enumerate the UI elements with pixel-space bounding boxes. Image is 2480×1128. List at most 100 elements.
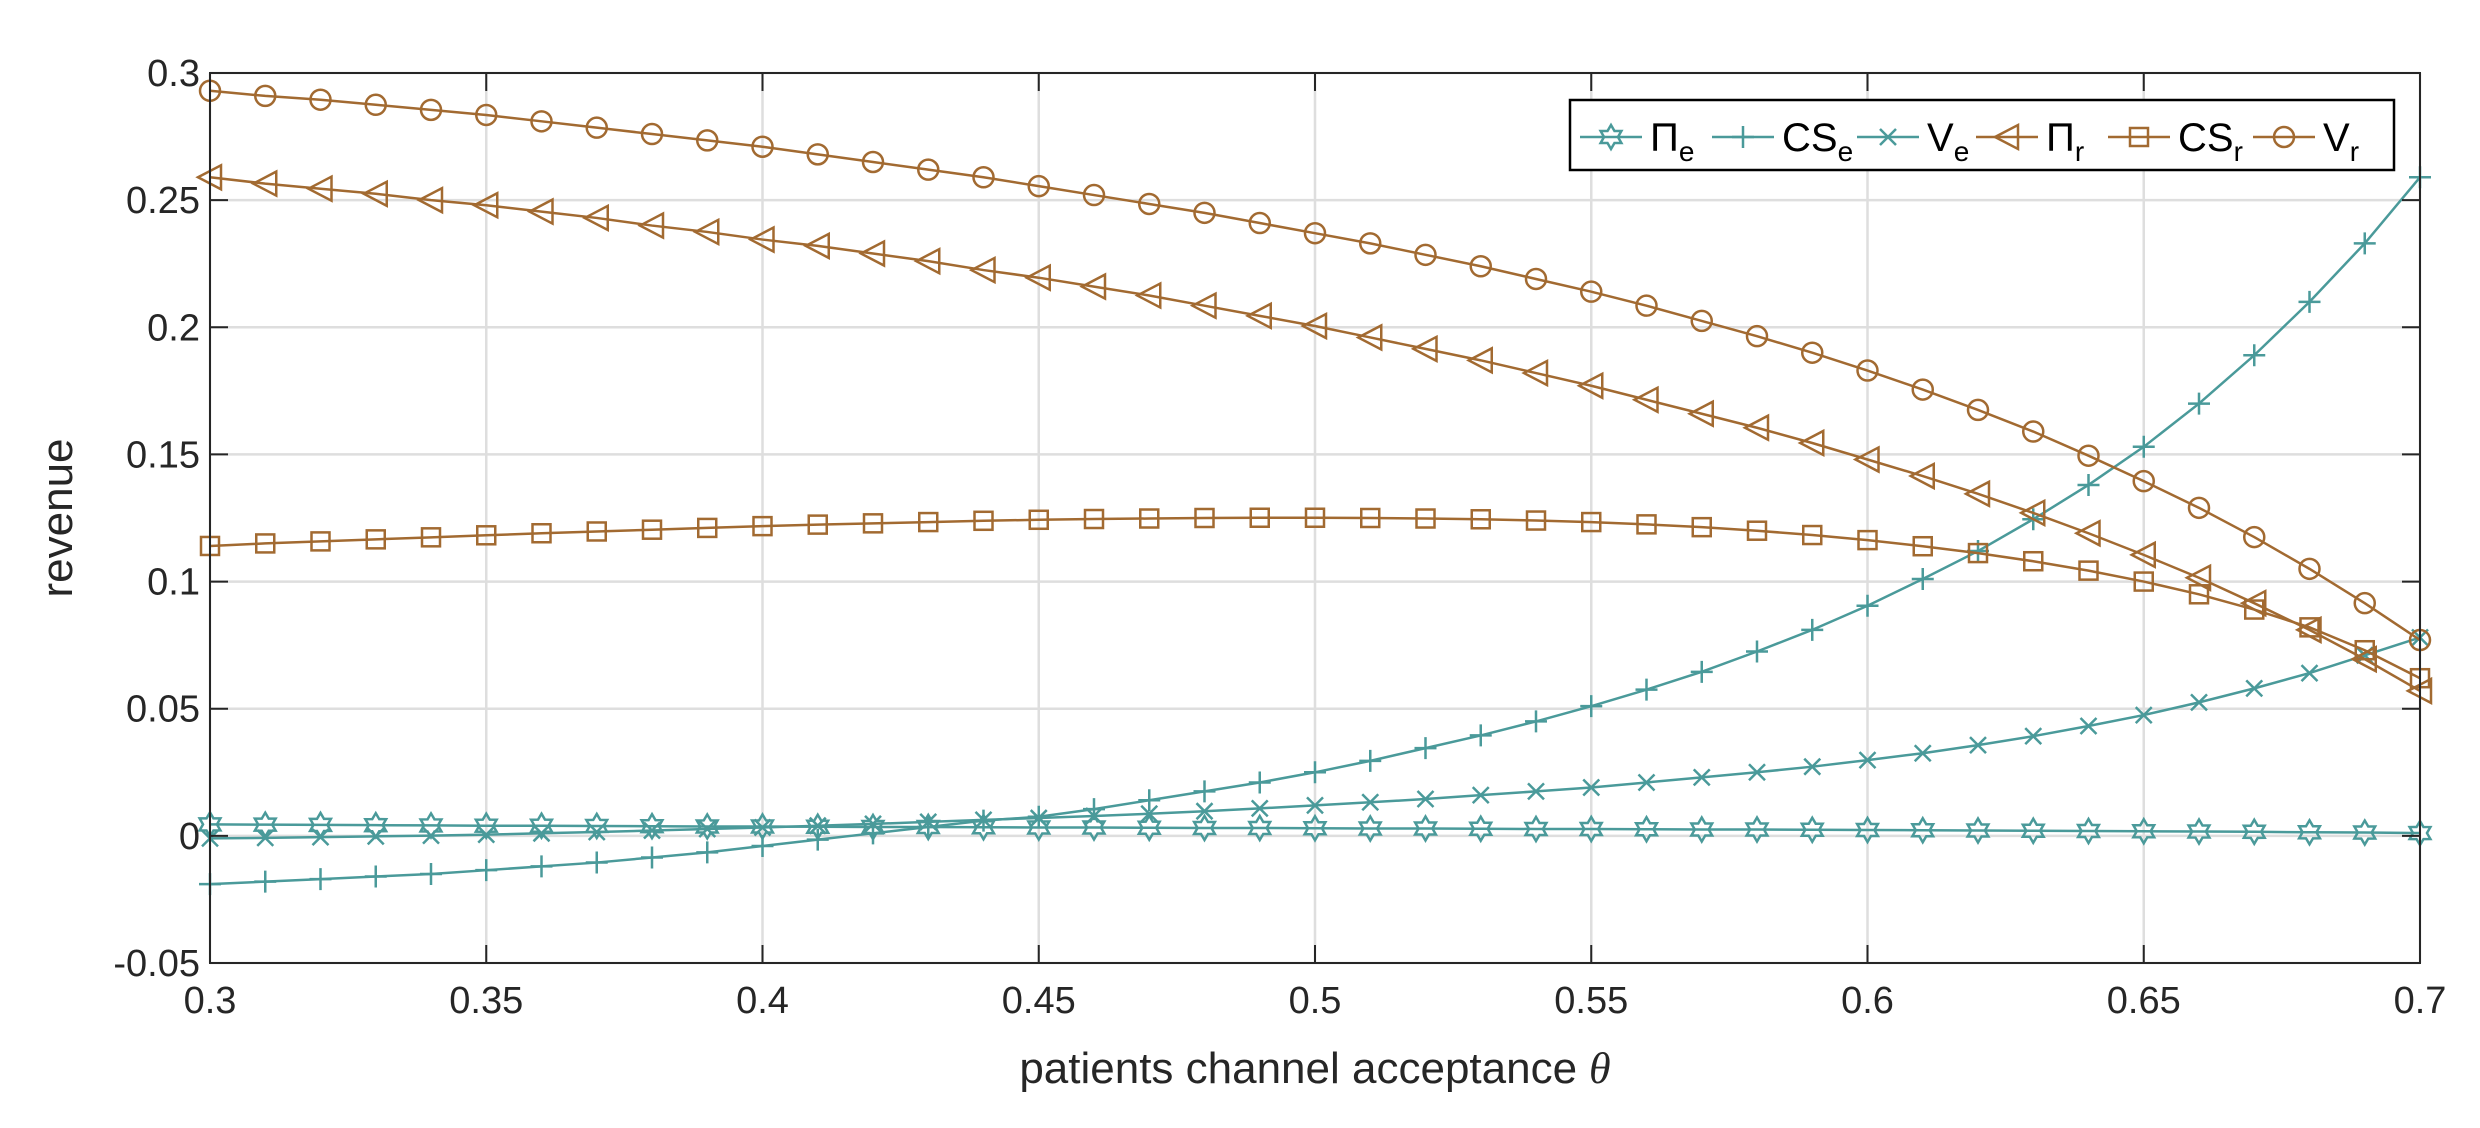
- data-point: [530, 855, 553, 878]
- data-point: [643, 821, 661, 840]
- data-point: [1746, 520, 1768, 541]
- data-point: [641, 519, 663, 540]
- data-point: [2078, 560, 2099, 581]
- data-point: [1302, 813, 1328, 843]
- x-tick-label: 0.7: [2394, 980, 2447, 1022]
- data-point: [2241, 817, 2267, 847]
- series-v-e: [201, 628, 2429, 848]
- legend-marker: [1598, 122, 1624, 152]
- data-point: [1742, 413, 1770, 442]
- legend-label: Ve: [1927, 116, 1969, 167]
- data-point: [1913, 744, 1932, 763]
- data-point: [2352, 818, 2378, 848]
- data-point: [364, 865, 387, 888]
- data-point: [803, 231, 830, 260]
- data-point: [972, 166, 995, 189]
- legend-entry: Vr: [2253, 116, 2359, 167]
- series-line: [209, 176, 2421, 692]
- y-tick-label: 0.3: [147, 53, 200, 95]
- data-point: [582, 203, 609, 233]
- data-point: [1523, 814, 1549, 844]
- data-point: [1414, 243, 1437, 267]
- data-point: [752, 515, 773, 537]
- data-point: [1581, 511, 1602, 533]
- data-point: [1912, 535, 1933, 557]
- data-point: [1746, 640, 1768, 663]
- data-point: [1247, 813, 1273, 843]
- data-point: [2350, 645, 2377, 674]
- data-point: [1470, 509, 1491, 530]
- data-point: [473, 811, 499, 841]
- y-tick-label: 0.25: [126, 180, 200, 222]
- data-point: [1745, 324, 1769, 348]
- data-point: [1690, 309, 1713, 333]
- data-point: [1304, 507, 1326, 528]
- data-point: [587, 823, 606, 841]
- data-point: [2134, 706, 2153, 724]
- data-point: [1027, 174, 1050, 198]
- data-point: [694, 811, 720, 841]
- data-point: [806, 828, 829, 851]
- data-point: [1304, 761, 1326, 784]
- data-point: [1359, 749, 1382, 772]
- legend-marker: [1879, 128, 1897, 146]
- data-point: [1576, 371, 1604, 400]
- data-point: [862, 822, 884, 845]
- data-point: [639, 811, 665, 841]
- data-point: [917, 158, 940, 181]
- x-axis-label-symbol: θ: [1589, 1044, 1611, 1093]
- data-point: [1359, 232, 1382, 255]
- y-tick-label: 0.15: [126, 434, 200, 476]
- data-point: [913, 247, 941, 276]
- axes: 0.3 0.35 0.4 0.45 0.5 0.55 0.6 0.65 0.7 -0.05 0 0.0…: [113, 53, 2446, 1022]
- data-point: [364, 93, 387, 117]
- data-point: [1466, 346, 1493, 375]
- data-point: [1967, 542, 1989, 564]
- data-point: [1692, 768, 1711, 787]
- data-point: [254, 870, 277, 893]
- data-point: [1412, 813, 1439, 843]
- x-tick-label: 0.6: [1841, 980, 1894, 1022]
- data-point: [1582, 778, 1601, 797]
- data-point: [1854, 815, 1881, 845]
- data-point: [309, 88, 332, 111]
- data-point: [2188, 392, 2210, 415]
- data-point: [311, 828, 330, 847]
- data-point: [586, 521, 607, 542]
- x-tick-label: 0.5: [1289, 980, 1342, 1022]
- x-axis-label-text: patients channel acceptance: [1019, 1044, 1577, 1093]
- data-point: [1138, 789, 1161, 812]
- data-point: [641, 846, 663, 869]
- legend-label: Vr: [2323, 116, 2359, 167]
- data-point: [1250, 799, 1269, 818]
- data-point: [1578, 814, 1604, 844]
- data-point: [1029, 809, 1048, 827]
- data-point: [2022, 420, 2045, 443]
- data-point: [1468, 814, 1494, 844]
- data-point: [526, 197, 554, 226]
- x-tick-label: 0.45: [1002, 980, 1076, 1022]
- x-tick-label: 0.4: [736, 980, 789, 1022]
- data-point: [1248, 771, 1271, 794]
- legend-entry: Πe: [1580, 116, 1694, 167]
- data-point: [2131, 816, 2157, 846]
- data-point: [751, 135, 774, 158]
- data-point: [864, 815, 882, 833]
- legend-label: Πe: [1650, 116, 1694, 167]
- data-point: [1525, 510, 1547, 531]
- data-point: [753, 818, 772, 837]
- data-point: [1245, 301, 1272, 330]
- data-point: [477, 825, 496, 844]
- data-point: [418, 810, 444, 840]
- data-point: [532, 824, 551, 843]
- data-point: [1414, 737, 1437, 760]
- data-point: [861, 150, 885, 174]
- data-point: [1521, 358, 1549, 388]
- data-point: [416, 186, 444, 215]
- data-point: [1081, 812, 1107, 842]
- data-point: [1797, 428, 1825, 458]
- data-point: [1079, 272, 1107, 301]
- data-point: [1189, 291, 1217, 320]
- data-point: [696, 841, 719, 864]
- y-tick-label: 0.1: [147, 562, 200, 604]
